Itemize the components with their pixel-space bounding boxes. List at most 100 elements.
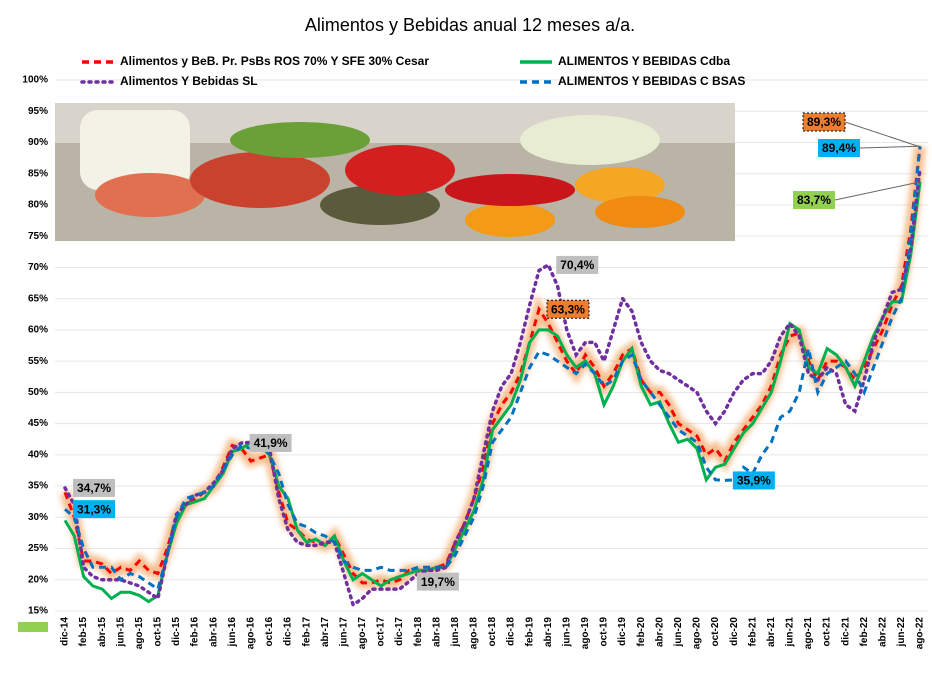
x-tick-label: ago-19 <box>580 617 591 650</box>
x-tick-label: dic-17 <box>394 617 405 646</box>
x-tick-label: ago-16 <box>246 617 257 650</box>
value-label-text: 83,7% <box>797 193 831 207</box>
y-tick-label: 90% <box>28 137 48 148</box>
x-tick-label: feb-15 <box>78 617 89 647</box>
chart-title: Alimentos y Bebidas anual 12 meses a/a. <box>305 15 635 35</box>
value-label-box <box>546 299 590 319</box>
value-label-text: 19,7% <box>421 575 455 589</box>
legend-marker <box>18 622 48 632</box>
x-tick-label: ago-15 <box>134 617 145 650</box>
value-label: 63,3% <box>546 299 590 319</box>
y-tick-label: 25% <box>28 543 48 554</box>
x-tick-label: abr-20 <box>654 617 665 647</box>
x-tick-label: abr-22 <box>877 617 888 647</box>
value-label-text: 34,7% <box>77 481 111 495</box>
y-tick-label: 70% <box>28 262 48 273</box>
x-tick-label: abr-21 <box>766 617 777 647</box>
value-label: 89,4% <box>818 139 861 157</box>
y-tick-label: 40% <box>28 449 48 460</box>
value-label-box <box>73 478 116 497</box>
x-tick-label: dic-21 <box>840 617 851 646</box>
legend: Alimentos y BeB. Pr. PsBs ROS 70% Y SFE … <box>80 54 745 88</box>
photo <box>55 103 735 241</box>
x-tick-label: dic-20 <box>729 617 740 646</box>
y-tick-label: 95% <box>28 106 48 117</box>
leader-line <box>844 121 921 148</box>
value-label: 19,7% <box>416 572 459 591</box>
x-tick-label: jun-21 <box>785 617 796 648</box>
value-label-text: 70,4% <box>560 258 594 272</box>
leader-line <box>860 145 921 149</box>
x-tick-label: feb-20 <box>636 617 647 647</box>
x-tick-label: oct-16 <box>264 617 275 647</box>
value-label: 41,9% <box>249 433 292 452</box>
value-label-box <box>818 139 861 157</box>
x-tick-label: feb-16 <box>190 617 201 647</box>
value-label-box <box>802 112 846 132</box>
series-line <box>63 166 922 608</box>
x-tick-label: feb-17 <box>301 617 312 647</box>
x-tick-label: ago-18 <box>469 617 480 650</box>
x-tick-label: jun-16 <box>227 617 238 648</box>
y-tick-label: 100% <box>22 75 48 86</box>
y-tick-label: 85% <box>28 168 48 179</box>
x-tick-label: ago-22 <box>915 617 926 650</box>
y-tick-label: 80% <box>28 200 48 211</box>
plot-area: 15% 20% 25% 30% 35% 40% 45% 50% 55% 60% 65% 70% 75% 8… <box>22 75 928 650</box>
x-tick-label: feb-18 <box>413 617 424 647</box>
x-tick-label: abr-16 <box>208 617 219 647</box>
x-tick-label: dic-14 <box>60 617 71 646</box>
series-line <box>64 146 922 592</box>
value-label-text: 41,9% <box>254 436 288 450</box>
x-tick-label: feb-22 <box>859 617 870 647</box>
x-tick-label: dic-19 <box>617 617 628 646</box>
x-tick-label: jun-18 <box>450 617 461 648</box>
value-label: 70,4% <box>556 255 599 274</box>
x-tick-label: jun-22 <box>896 617 907 648</box>
y-tick-label: 55% <box>28 356 48 367</box>
y-tick-label: 30% <box>28 512 48 523</box>
value-label-text: 63,3% <box>551 302 585 316</box>
value-label-text: 31,3% <box>77 502 111 516</box>
value-label-text: 89,3% <box>807 115 841 129</box>
x-tick-label: oct-18 <box>487 617 498 647</box>
x-tick-label: oct-20 <box>710 617 721 647</box>
y-tick-label: 20% <box>28 574 48 585</box>
y-tick-label: 65% <box>28 293 48 304</box>
y-tick-label: 35% <box>28 481 48 492</box>
x-tick-label: jun-19 <box>561 617 572 648</box>
y-tick-label: 60% <box>28 325 48 336</box>
x-tick-label: oct-21 <box>822 617 833 647</box>
series-line <box>63 181 922 604</box>
legend-label: Alimentos Y Bebidas SL <box>120 74 258 88</box>
x-tick-label: dic-18 <box>506 617 517 646</box>
value-label: 34,7% <box>73 478 116 497</box>
x-tick-label: dic-15 <box>171 617 182 646</box>
x-tick-label: ago-20 <box>692 617 703 650</box>
legend-label: Alimentos y BeB. Pr. PsBs ROS 70% Y SFE … <box>120 54 429 68</box>
x-tick-label: abr-18 <box>431 617 442 647</box>
x-tick-label: abr-19 <box>543 617 554 647</box>
leader-line <box>834 181 921 201</box>
value-label-box <box>249 433 292 452</box>
y-tick-label: 45% <box>28 418 48 429</box>
value-label-text: 89,4% <box>822 141 856 155</box>
x-tick-label: oct-19 <box>599 617 610 647</box>
y-tick-label: 50% <box>28 387 48 398</box>
series-line <box>63 146 922 585</box>
x-tick-label: oct-15 <box>153 617 164 647</box>
value-label: 83,7% <box>793 191 836 209</box>
y-tick-label: 15% <box>28 606 48 617</box>
value-label-box <box>416 572 459 591</box>
x-tick-label: ago-21 <box>803 617 814 650</box>
value-label-box <box>793 191 836 209</box>
value-label: 35,9% <box>732 471 775 490</box>
legend-label: ALIMENTOS Y BEBIDAS Cdba <box>558 54 730 68</box>
y-tick-label: 75% <box>28 231 48 242</box>
x-tick-label: oct-17 <box>376 617 387 647</box>
x-tick-label: jun-20 <box>673 617 684 648</box>
value-label-text: 35,9% <box>737 474 771 488</box>
x-tick-label: abr-15 <box>97 617 108 647</box>
